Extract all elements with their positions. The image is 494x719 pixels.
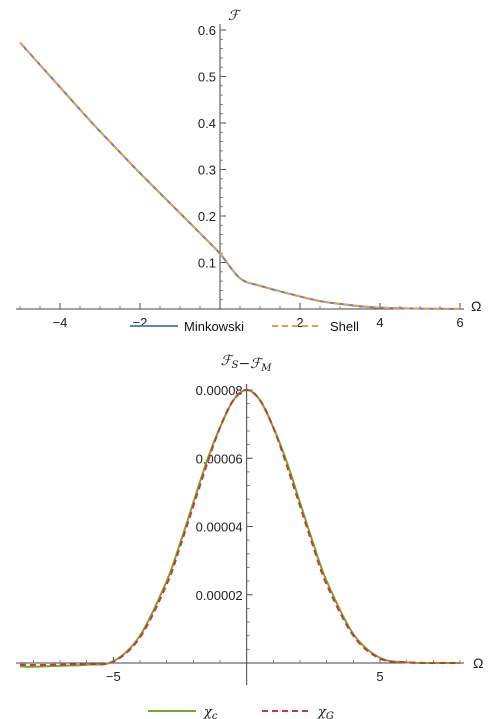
bottom-axes bbox=[16, 384, 464, 685]
series-line-1 bbox=[19, 41, 461, 310]
bottom-chart-title: ℱS−ℱM bbox=[221, 353, 273, 374]
top-x-axis-label: Ω bbox=[471, 298, 481, 314]
series-line-2 bbox=[19, 41, 461, 310]
x-tick-label: 5 bbox=[376, 669, 383, 684]
x-tick-label: 6 bbox=[456, 315, 463, 330]
legend-label-chi-g: χG bbox=[317, 705, 334, 719]
top-series-lines bbox=[19, 41, 461, 310]
y-tick-label: 0.2 bbox=[198, 209, 216, 224]
y-tick-label: 0.4 bbox=[198, 116, 216, 131]
bottom-legend: χc χG bbox=[148, 705, 334, 719]
top-y-axis-label: ℱ bbox=[228, 8, 242, 24]
y-tick-label: 0.5 bbox=[198, 70, 216, 85]
y-tick-label: 0.6 bbox=[198, 23, 216, 38]
y-tick-label: 0.00002 bbox=[196, 588, 243, 603]
x-tick-label: −2 bbox=[133, 315, 148, 330]
y-tick-label: 0.00004 bbox=[196, 520, 243, 535]
top-ticks: −4 −2 2 4 6 0.1 0.2 0.3 0.4 0.5 0.6 bbox=[19, 23, 464, 330]
top-legend: Minkowski Shell bbox=[130, 319, 359, 334]
y-tick-label: 0.1 bbox=[198, 256, 216, 271]
x-tick-label: −5 bbox=[106, 669, 121, 684]
series-line-2 bbox=[19, 388, 461, 667]
x-tick-label: −4 bbox=[53, 315, 68, 330]
x-tick-label: 2 bbox=[296, 315, 303, 330]
bottom-x-axis-label: Ω bbox=[473, 655, 483, 671]
legend-label-minkowski: Minkowski bbox=[184, 319, 244, 334]
y-tick-label: 0.00008 bbox=[196, 383, 243, 398]
bottom-chart: ℱS−ℱM Ω −5 50.000020.000040.000060.00008 … bbox=[16, 353, 483, 719]
legend-label-shell: Shell bbox=[330, 319, 359, 334]
top-chart: ℱ Ω −4 −2 2 4 6 0.1 0.2 0.3 0.4 0.5 0.6 Minkowski … bbox=[16, 8, 481, 334]
legend-label-chi-c: χc bbox=[203, 705, 218, 719]
bottom-series-lines bbox=[19, 388, 461, 668]
y-tick-label: 0.3 bbox=[198, 163, 216, 178]
y-tick-label: 0.00006 bbox=[196, 451, 243, 466]
x-tick-label: 4 bbox=[376, 315, 383, 330]
top-axes bbox=[16, 24, 464, 310]
